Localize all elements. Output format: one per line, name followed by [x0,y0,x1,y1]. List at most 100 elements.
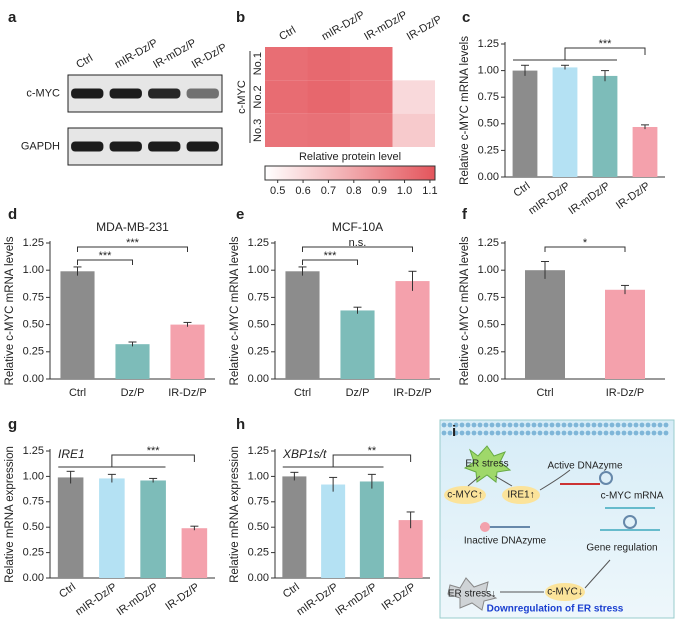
ire1-ellipse [502,486,540,504]
bracket [302,259,358,265]
blot-band [71,141,104,152]
lipid-head [639,422,645,428]
blot-band [148,141,181,152]
row-label: c-MYC [26,87,60,99]
lipid-head [537,430,543,436]
lipid-head [543,422,549,428]
lipid-head [537,422,543,428]
lipid-head [507,430,513,436]
lane-label: IR-mDz/P [151,37,198,71]
lipid-head [633,430,639,436]
bar [592,75,618,177]
lipid-head [447,430,453,436]
lane-label: Ctrl [74,52,95,71]
lipid-head [591,422,597,428]
y-tick-label: 0.75 [23,291,44,303]
y-tick-label: 1.00 [23,264,44,276]
lipid-head [627,422,633,428]
column-label: IR-mDz/P [362,9,409,43]
error-bar [561,64,569,70]
lipid-head [471,430,477,436]
lipid-head [567,422,573,428]
heatmap-cell [392,80,435,114]
x-tick-label: IR-Dz/P [168,387,207,399]
x-tick-label: mIR-Dz/P [526,180,572,217]
blot-band [148,88,181,99]
error-bar [353,306,362,314]
heatmap-cell [307,47,350,81]
bar [170,324,205,379]
chart-title: MDA-MB-231 [96,220,169,234]
y-axis-label: Relative mRNA expression [4,446,16,583]
y-tick-label: 0.50 [248,319,269,331]
bar [340,310,375,379]
significance-label: *** [99,250,113,262]
lipid-head [609,430,615,436]
x-tick-label: IR-Dz/P [614,180,652,212]
lipid-head [531,430,537,436]
diagram-text: Gene regulation [586,543,657,554]
error-bar [541,260,549,279]
y-tick-label: 0.25 [23,547,44,559]
y-axis-label: Relative c-MYC mRNA levels [4,236,16,385]
bracket [111,454,195,467]
error-bar [66,470,75,484]
y-tick-label: 1.00 [248,264,269,276]
bar [359,481,384,578]
heatmap-cell [265,113,308,147]
bar [282,476,307,578]
y-axis-label: Relative c-MYC mRNA levels [459,36,471,185]
x-tick-label: mIR-Dz/P [295,581,341,618]
bar [395,281,430,379]
error-bar [641,124,649,130]
lipid-head [603,430,609,436]
significance-bracket [302,259,358,265]
lipid-head [561,422,567,428]
bar [552,67,578,177]
bar [57,477,84,578]
lipid-head [663,422,669,428]
y-tick-label: 1.00 [23,470,44,482]
lipid-head [639,430,645,436]
arrow [539,469,571,491]
significance-bracket [77,259,133,265]
colorbar-tick-label: 0.6 [295,185,310,197]
diagram-text: c-MYC mRNA [601,491,664,502]
error-bar [621,284,629,295]
colorbar-tick-label: 0.8 [346,185,361,197]
bar [99,478,125,578]
lipid-head [453,430,459,436]
significance-bracket [77,246,188,252]
x-tick-label: Ctrl [57,581,78,601]
x-tick-label: IR-Dz/P [393,387,432,399]
lipid-head [549,430,555,436]
bar [181,528,208,578]
y-tick-label: 0.75 [478,91,499,103]
lipid-head [651,422,657,428]
x-tick-label: Ctrl [294,387,311,399]
x-tick-label: Dz/P [346,387,370,399]
lipid-head [489,430,495,436]
y-axis-label: Relative c-MYC mRNA levels [459,236,471,385]
lipid-head [627,430,633,436]
colorbar-tick-label: 0.7 [321,185,336,197]
dnazyme-cap [480,522,490,532]
arrow [494,475,513,487]
cmyc-ellipse [444,486,486,504]
lipid-head [621,430,627,436]
heatmap-cell [307,80,350,114]
lipid-head [615,430,621,436]
y-axis-label: Relative c-MYC mRNA levels [229,236,241,385]
panel-letter: h [236,416,245,433]
y-tick-label: 1.25 [248,237,269,249]
lipid-head [633,422,639,428]
x-tick-label: IR-Dz/P [163,581,201,613]
lipid-head [597,430,603,436]
lipid-head [645,430,651,436]
lipid-head [609,422,615,428]
heatmap-cell [392,113,435,147]
diagram-caption: Downregulation of ER stress [487,604,624,615]
lipid-head [519,430,525,436]
error-bar [290,471,299,481]
heatmap-cell [265,80,308,114]
